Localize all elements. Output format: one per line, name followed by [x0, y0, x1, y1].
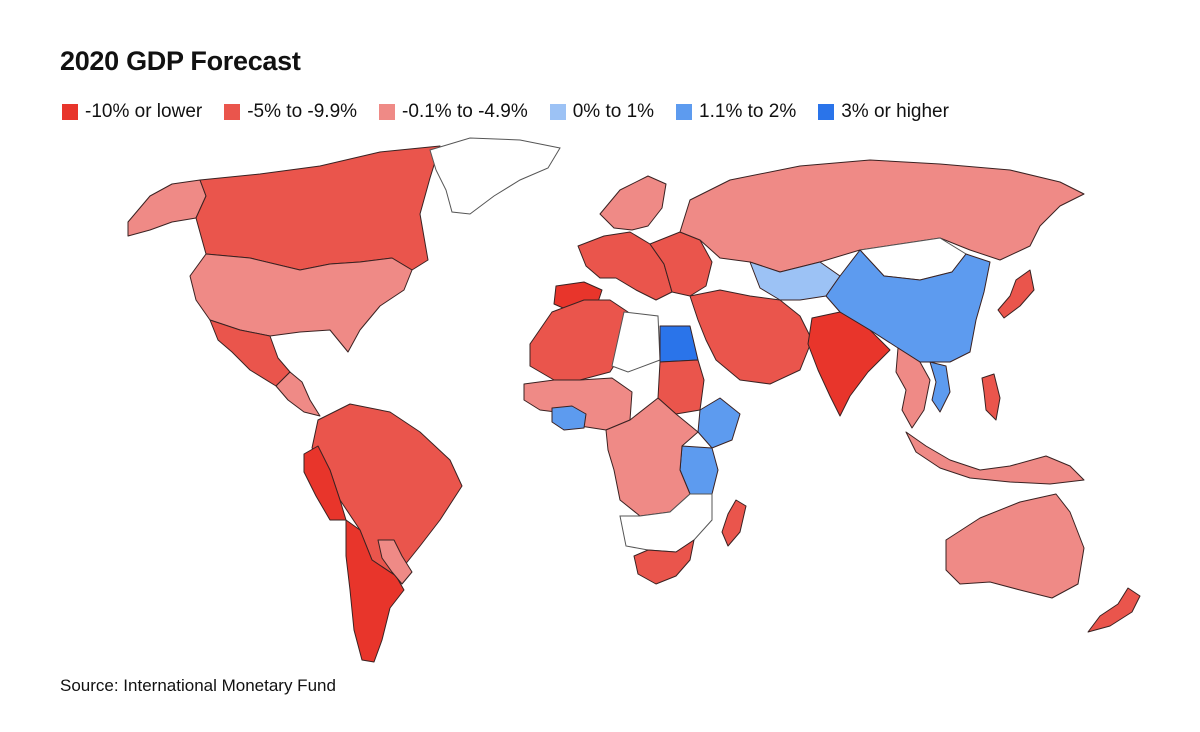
legend-swatch [224, 104, 241, 120]
region-japan [997, 269, 1035, 319]
region-libya [611, 311, 661, 373]
region-australia [945, 493, 1085, 599]
region-new-zealand [1087, 587, 1141, 633]
region-indonesia [905, 431, 1085, 485]
legend-item: 1.1% to 2% [676, 101, 796, 123]
legend-swatch [676, 104, 693, 120]
legend-item: -5% to -9.9% [224, 101, 357, 123]
region-alaska [127, 179, 207, 237]
legend-item: -10% or lower [62, 101, 202, 123]
legend-label: -5% to -9.9% [247, 101, 358, 122]
region-ghana-ivory-coast [551, 405, 587, 431]
region-central-america [275, 371, 321, 417]
region-vietnam [929, 361, 951, 413]
legend-item: 3% or higher [818, 101, 949, 123]
legend-swatch [62, 104, 78, 120]
region-western-europe [577, 231, 673, 301]
legend-swatch [818, 104, 835, 120]
region-southern-africa [633, 539, 695, 585]
region-argentina-chile [345, 519, 405, 663]
region-china [825, 249, 991, 363]
region-madagascar [721, 499, 747, 547]
legend-swatch [549, 104, 566, 120]
region-uruguay-paraguay [377, 539, 413, 585]
legend-label: -0.1% to -4.9% [402, 101, 528, 122]
region-egypt [659, 325, 699, 363]
legend-label: -10% or lower [85, 101, 203, 122]
legend-label: 0% to 1% [572, 101, 655, 122]
legend-label: 3% or higher [841, 101, 949, 122]
legend: -10% or lower -5% to -9.9% -0.1% to -4.9… [62, 101, 971, 123]
legend-swatch [379, 104, 396, 120]
legend-item: -0.1% to -4.9% [379, 101, 528, 123]
region-canada [195, 145, 441, 271]
region-scandinavia [599, 175, 667, 231]
legend-item: 0% to 1% [549, 101, 655, 123]
region-central-africa [605, 397, 699, 517]
region-middle-east [689, 289, 813, 385]
region-north-africa-west [529, 299, 629, 381]
region-ethiopia [697, 397, 741, 449]
region-southern-africa-nodata [619, 493, 713, 553]
legend-label: 1.1% to 2% [699, 101, 797, 122]
region-philippines [981, 373, 1001, 421]
region-southeast-asia [895, 347, 931, 429]
source-note: Source: International Monetary Fund [60, 676, 336, 695]
map-title: 2020 GDP Forecast [60, 46, 301, 76]
region-greenland [429, 137, 561, 215]
